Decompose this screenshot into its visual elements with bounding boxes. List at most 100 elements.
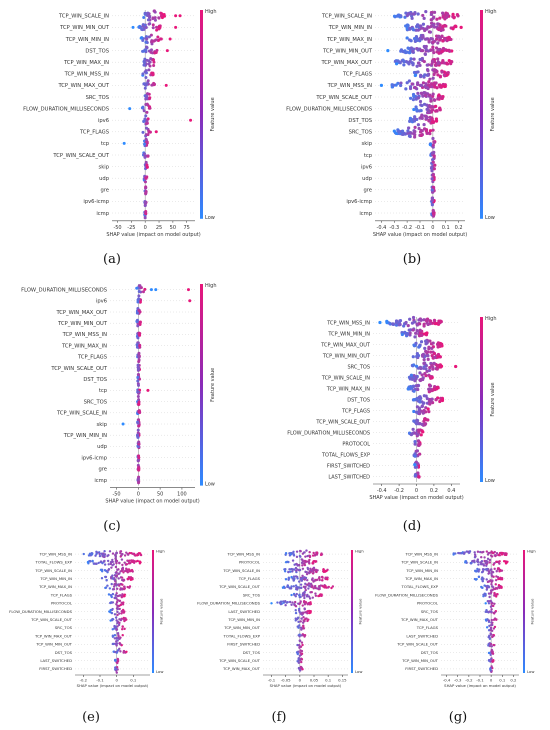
shap-point [312, 560, 315, 563]
shap-point [331, 585, 335, 588]
shap-point [115, 570, 118, 574]
shap-point [429, 12, 434, 17]
shap-point [402, 63, 406, 67]
shap-point [102, 552, 105, 555]
shap-point [408, 96, 413, 100]
shap-point [418, 57, 422, 62]
shap-point [482, 568, 485, 571]
feature-label: FLOW_DURATION_MILLISECONDS [9, 609, 72, 614]
shap-point [291, 568, 294, 571]
shap-point [101, 561, 104, 565]
shap-point [413, 454, 417, 458]
shap-point [413, 115, 417, 119]
shap-point [146, 154, 150, 158]
shap-point [407, 79, 411, 83]
shap-point [419, 433, 423, 437]
shap-point [131, 577, 134, 580]
shap-point [319, 593, 322, 596]
feature-label: FIRST_SWITCHED [327, 463, 370, 469]
shap-point [398, 61, 402, 65]
shap-point [126, 577, 129, 581]
shap-point [144, 176, 148, 180]
shap-point [489, 629, 493, 632]
shap-point [495, 570, 498, 573]
shap-point [276, 601, 279, 604]
shap-point [494, 595, 498, 598]
colorbar-title: Feature value [357, 598, 362, 625]
shap-point [163, 14, 167, 18]
shap-point [295, 555, 299, 559]
shap-outlier-point [186, 288, 190, 292]
shap-point [90, 553, 93, 556]
shap-point [297, 580, 301, 583]
shap-point [290, 575, 293, 579]
shap-point [431, 45, 435, 49]
shap-point [144, 69, 148, 73]
x-tick-label: -0.2 [80, 678, 88, 683]
feature-label: TCP_WIN_SCALE_OUT [52, 153, 109, 159]
shap-point [106, 584, 109, 587]
shap-point [417, 475, 421, 479]
x-tick-label: 0.1 [325, 678, 332, 683]
shap-point [151, 23, 155, 27]
shap-point [425, 67, 430, 72]
shap-point [307, 587, 310, 590]
shap-point [417, 410, 421, 414]
feature-label: TCP_WIN_SCALE_IN [222, 568, 260, 573]
feature-label: TCP_WIN_SCALE_OUT [396, 642, 438, 647]
shap-point [116, 607, 120, 611]
shap-point [123, 561, 126, 564]
shap-point [431, 92, 435, 96]
shap-point [412, 398, 416, 402]
shap-point [405, 332, 409, 337]
shap-point [320, 553, 324, 556]
shap-point [327, 586, 330, 589]
shap-point [102, 560, 106, 563]
feature-label: tcp [101, 141, 110, 147]
shap-point [419, 24, 423, 28]
feature-label: TOTAL_FLOWS_EXP [35, 560, 73, 565]
shap-point [154, 38, 158, 42]
shap-point [429, 48, 433, 52]
x-axis-label: SHAP value (impact on model output) [105, 499, 199, 505]
shap-point [152, 58, 156, 62]
shap-point [155, 28, 159, 32]
feature-label: TCP_WIN_SCALE_IN [321, 14, 372, 20]
feature-label: TCP_WIN_MSS_IN [62, 332, 108, 338]
feature-label: LAST_SWITCHED [406, 633, 438, 638]
shap-point [490, 665, 493, 668]
shap-point [421, 401, 426, 405]
shap-point [429, 350, 433, 354]
shap-point [309, 609, 312, 613]
shap-point [126, 568, 129, 572]
shap-point [481, 577, 484, 580]
shap-point [422, 59, 426, 64]
shap-point [438, 83, 442, 87]
shap-point [153, 16, 157, 20]
shap-point [417, 395, 421, 399]
shap-point [498, 560, 501, 563]
shap-point [315, 578, 319, 582]
colorbar-high-label: High [485, 9, 497, 15]
shap-point [325, 569, 328, 573]
x-tick-label: -0.1 [96, 678, 104, 683]
shap-point [123, 627, 126, 631]
shap-point [435, 386, 440, 390]
colorbar [480, 317, 483, 482]
feature-label: SRC_TOS [243, 592, 261, 597]
shap-point [114, 642, 117, 645]
shap-point [129, 578, 133, 582]
shap-point [146, 18, 150, 22]
feature-label: TCP_WIN_MIN_OUT [322, 48, 373, 54]
shap-point [109, 608, 112, 612]
shap-point [117, 623, 121, 627]
shap-point [425, 369, 429, 373]
shap-point [115, 603, 118, 606]
shap-point [141, 72, 145, 76]
feature-label: TOTAL_FLOWS_EXP [321, 452, 370, 458]
shap-point [495, 618, 498, 621]
shap-point [306, 554, 309, 558]
shap-point [91, 559, 94, 563]
feature-label: TCP_WIN_MAX_OUT [34, 633, 73, 638]
shap-point [136, 390, 140, 394]
